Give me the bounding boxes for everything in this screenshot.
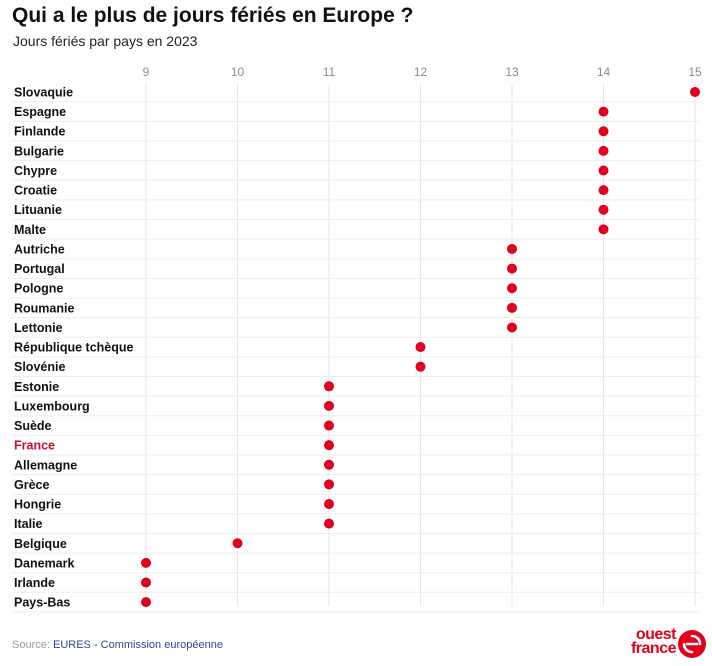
category-label: Chypre (14, 164, 57, 178)
data-point (598, 204, 609, 215)
x-tick-label: 11 (323, 65, 336, 79)
data-point (507, 322, 517, 333)
data-point (598, 224, 609, 235)
category-label: Lettonie (14, 321, 63, 335)
source-link[interactable]: EURES - Commission européenne (52, 639, 223, 651)
data-point (507, 263, 517, 274)
category-label: Irlande (14, 576, 55, 590)
category-label: Roumanie (14, 301, 74, 315)
category-label: Italie (14, 517, 43, 531)
category-label: Danemark (14, 556, 74, 570)
x-tick-label: 15 (688, 65, 702, 79)
category-label: Espagne (14, 105, 66, 119)
data-point (324, 440, 334, 451)
data-point (598, 185, 609, 196)
source-label: Source: (12, 639, 50, 651)
category-label: Hongrie (14, 498, 61, 512)
source-line: Source: EURES - Commission européenne (12, 639, 223, 651)
data-point (415, 342, 426, 353)
data-point (598, 145, 609, 156)
data-point (598, 165, 609, 176)
data-point (324, 420, 334, 431)
category-label: Luxembourg (14, 399, 90, 413)
logo-line-2: france (630, 640, 677, 657)
data-point (324, 518, 334, 529)
data-point (690, 87, 700, 97)
data-point (507, 283, 517, 294)
chart-subtitle: Jours fériés par pays en 2023 (13, 33, 198, 49)
category-label: Belgique (14, 537, 67, 551)
ouest-france-logo[interactable]: ouest france (616, 626, 708, 662)
data-point (507, 243, 517, 254)
logo-line-1: ouest (635, 626, 677, 643)
category-label: Finlande (14, 125, 65, 139)
data-point (598, 106, 609, 117)
data-point (324, 499, 334, 510)
category-label: Bulgarie (14, 144, 64, 158)
data-point (141, 577, 151, 588)
data-point (507, 302, 517, 313)
data-point (141, 597, 151, 608)
category-label: Malte (14, 223, 46, 237)
category-label: République tchèque (14, 341, 134, 355)
category-label: France (14, 439, 55, 453)
category-label: Croatie (14, 184, 57, 198)
dot-plot-chart: 9 10 11 12 13 14 15 Slovaquie Espagne Finlande Bul… (12, 65, 702, 613)
category-label: Lituanie (14, 203, 62, 217)
data-point (324, 381, 334, 392)
x-tick-label: 13 (505, 65, 519, 79)
category-label: Suède (14, 419, 52, 433)
category-label: Allemagne (14, 458, 77, 472)
category-label: Autriche (14, 242, 65, 256)
data-point (598, 126, 609, 137)
data-point (324, 400, 334, 411)
data-point (415, 361, 426, 372)
chart-title: Qui a le plus de jours fériés en Europe … (12, 4, 414, 27)
x-tick-label: 10 (231, 65, 245, 79)
data-point (324, 459, 334, 470)
x-tick-label: 14 (597, 65, 611, 79)
category-label: Portugal (14, 262, 65, 276)
x-tick-label: 12 (414, 65, 428, 79)
category-label: Estonie (14, 380, 59, 394)
category-label: Pologne (14, 282, 63, 296)
category-label: Slovénie (14, 360, 65, 374)
category-label: Grèce (14, 478, 49, 492)
category-label: Pays-Bas (14, 596, 70, 610)
logo-wordmark: ouest france (616, 626, 677, 657)
data-point (324, 479, 334, 490)
x-tick-label: 9 (143, 65, 150, 79)
data-point (141, 557, 151, 568)
data-point (232, 538, 243, 549)
logo-mark-icon (678, 630, 706, 658)
category-label: Slovaquie (14, 86, 73, 100)
